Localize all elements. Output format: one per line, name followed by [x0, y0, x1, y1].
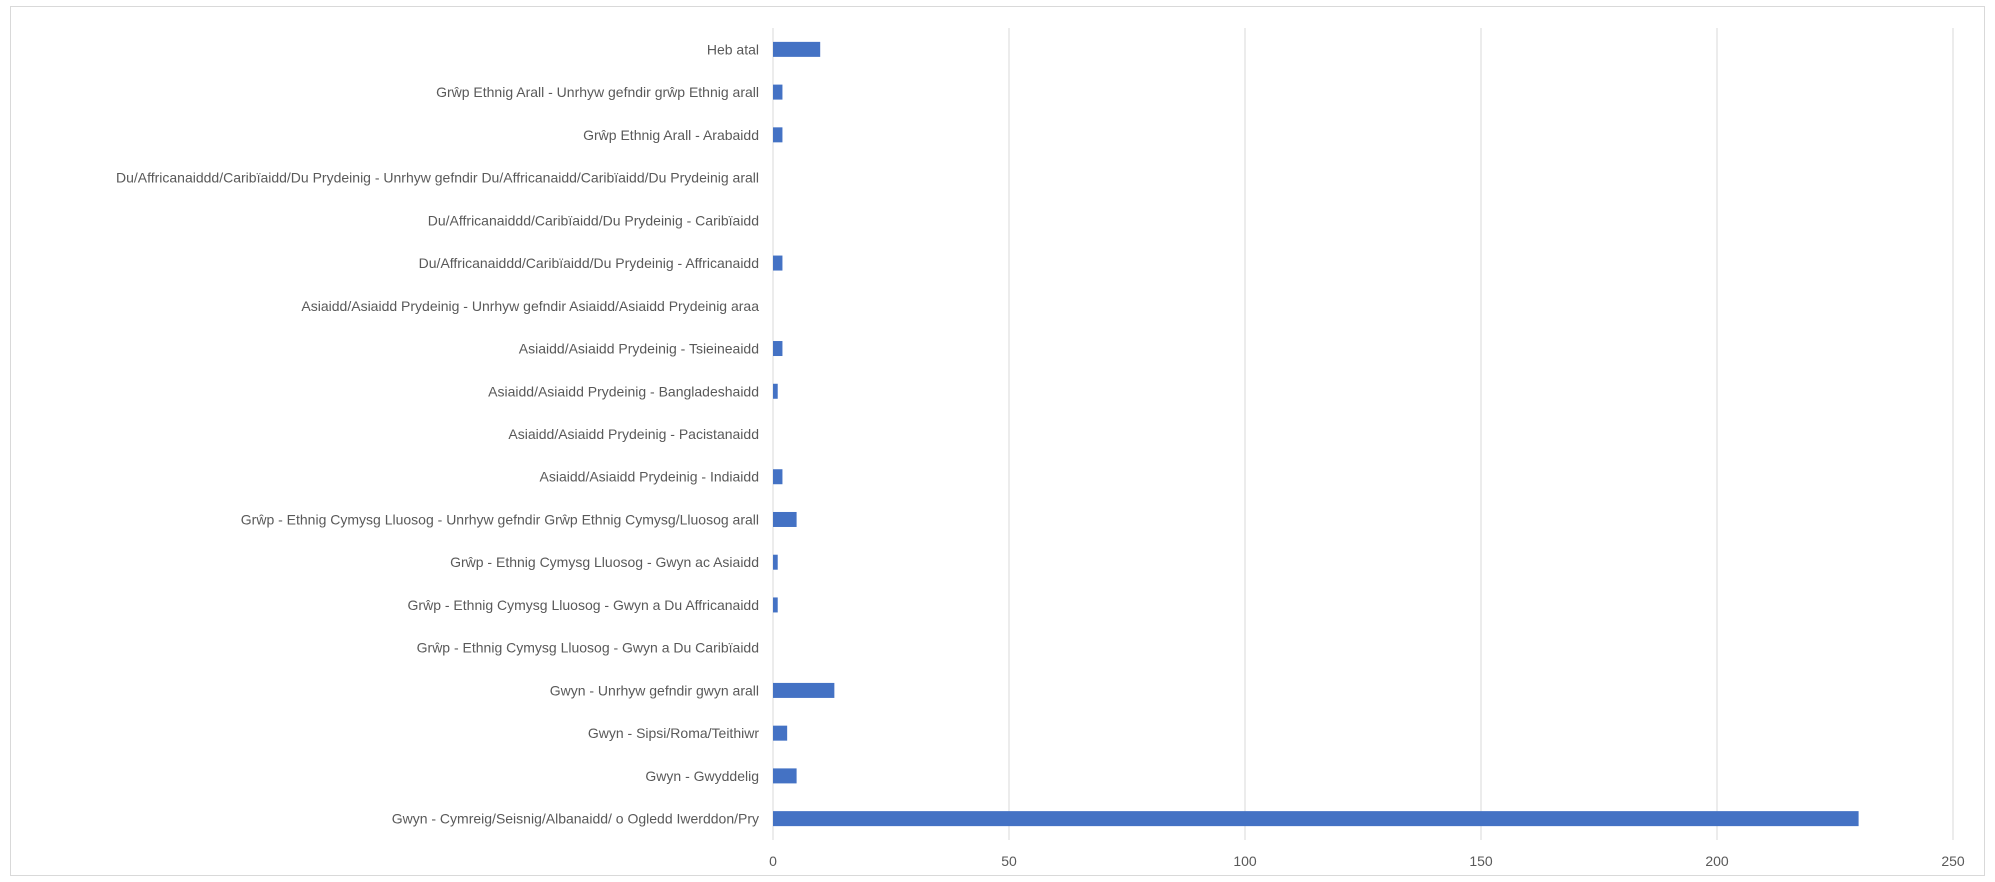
x-tick-label: 250 [1941, 853, 1965, 869]
category-label: Grŵp - Ethnig Cymysg Lluosog - Gwyn ac A… [450, 554, 759, 570]
category-label: Gwyn - Cymreig/Seisnig/Albanaidd/ o Ogle… [392, 811, 759, 827]
bar [773, 768, 797, 784]
category-label: Du/Affricanaiddd/Caribïaidd/Du Prydeinig… [428, 212, 759, 228]
bar [773, 811, 1859, 827]
category-label: Du/Affricanaiddd/Caribïaidd/Du Prydeinig… [419, 255, 759, 271]
category-label: Asiaidd/Asiaidd Prydeinig - Tsieineaidd [519, 341, 759, 357]
x-tick-label: 150 [1469, 853, 1493, 869]
bar [773, 84, 783, 100]
category-label: Gwyn - Unrhyw gefndir gwyn arall [550, 682, 759, 698]
bar [773, 725, 788, 741]
category-label: Grŵp - Ethnig Cymysg Lluosog - Gwyn a Du… [408, 597, 759, 613]
x-tick-label: 50 [1001, 853, 1017, 869]
category-label: Asiaidd/Asiaidd Prydeinig - Bangladeshai… [488, 383, 759, 399]
category-label: Asiaidd/Asiaidd Prydeinig - Indiaidd [540, 469, 759, 485]
bar [773, 341, 783, 357]
category-label: Gwyn - Gwyddelig [645, 768, 759, 784]
gridlines [772, 28, 1954, 840]
x-tick-label: 200 [1705, 853, 1729, 869]
x-tick-label: 0 [769, 853, 777, 869]
bar [773, 383, 778, 399]
category-label: Heb atal [707, 41, 759, 57]
category-label: Grŵp Ethnig Arall - Unrhyw gefndir grŵp … [436, 84, 759, 100]
bar [773, 554, 778, 570]
bar [773, 682, 835, 698]
bar [773, 41, 821, 57]
category-label: Du/Affricanaiddd/Caribïaidd/Du Prydeinig… [116, 170, 759, 186]
bar [773, 127, 783, 143]
bar [773, 469, 783, 485]
bar [773, 511, 797, 527]
category-label: Asiaidd/Asiaidd Prydeinig - Pacistanaidd [508, 426, 759, 442]
chart-frame [10, 6, 1985, 876]
bars [773, 41, 1859, 827]
category-label: Grŵp - Ethnig Cymysg Lluosog - Gwyn a Du… [417, 640, 759, 656]
category-labels: Heb atal Grŵp Ethnig Arall - Unrhyw gefnd… [116, 41, 759, 826]
category-label: Grŵp - Ethnig Cymysg Lluosog - Unrhyw ge… [241, 511, 759, 527]
bar [773, 255, 783, 271]
x-tick-label: 100 [1233, 853, 1257, 869]
bar [773, 597, 778, 613]
category-label: Asiaidd/Asiaidd Prydeinig - Unrhyw gefnd… [301, 298, 759, 314]
category-label: Grŵp Ethnig Arall - Arabaidd [583, 127, 759, 143]
category-label: Gwyn - Sipsi/Roma/Teithiwr [588, 725, 759, 741]
x-tick-labels: 0 50 100 150 200 250 [769, 853, 1965, 869]
